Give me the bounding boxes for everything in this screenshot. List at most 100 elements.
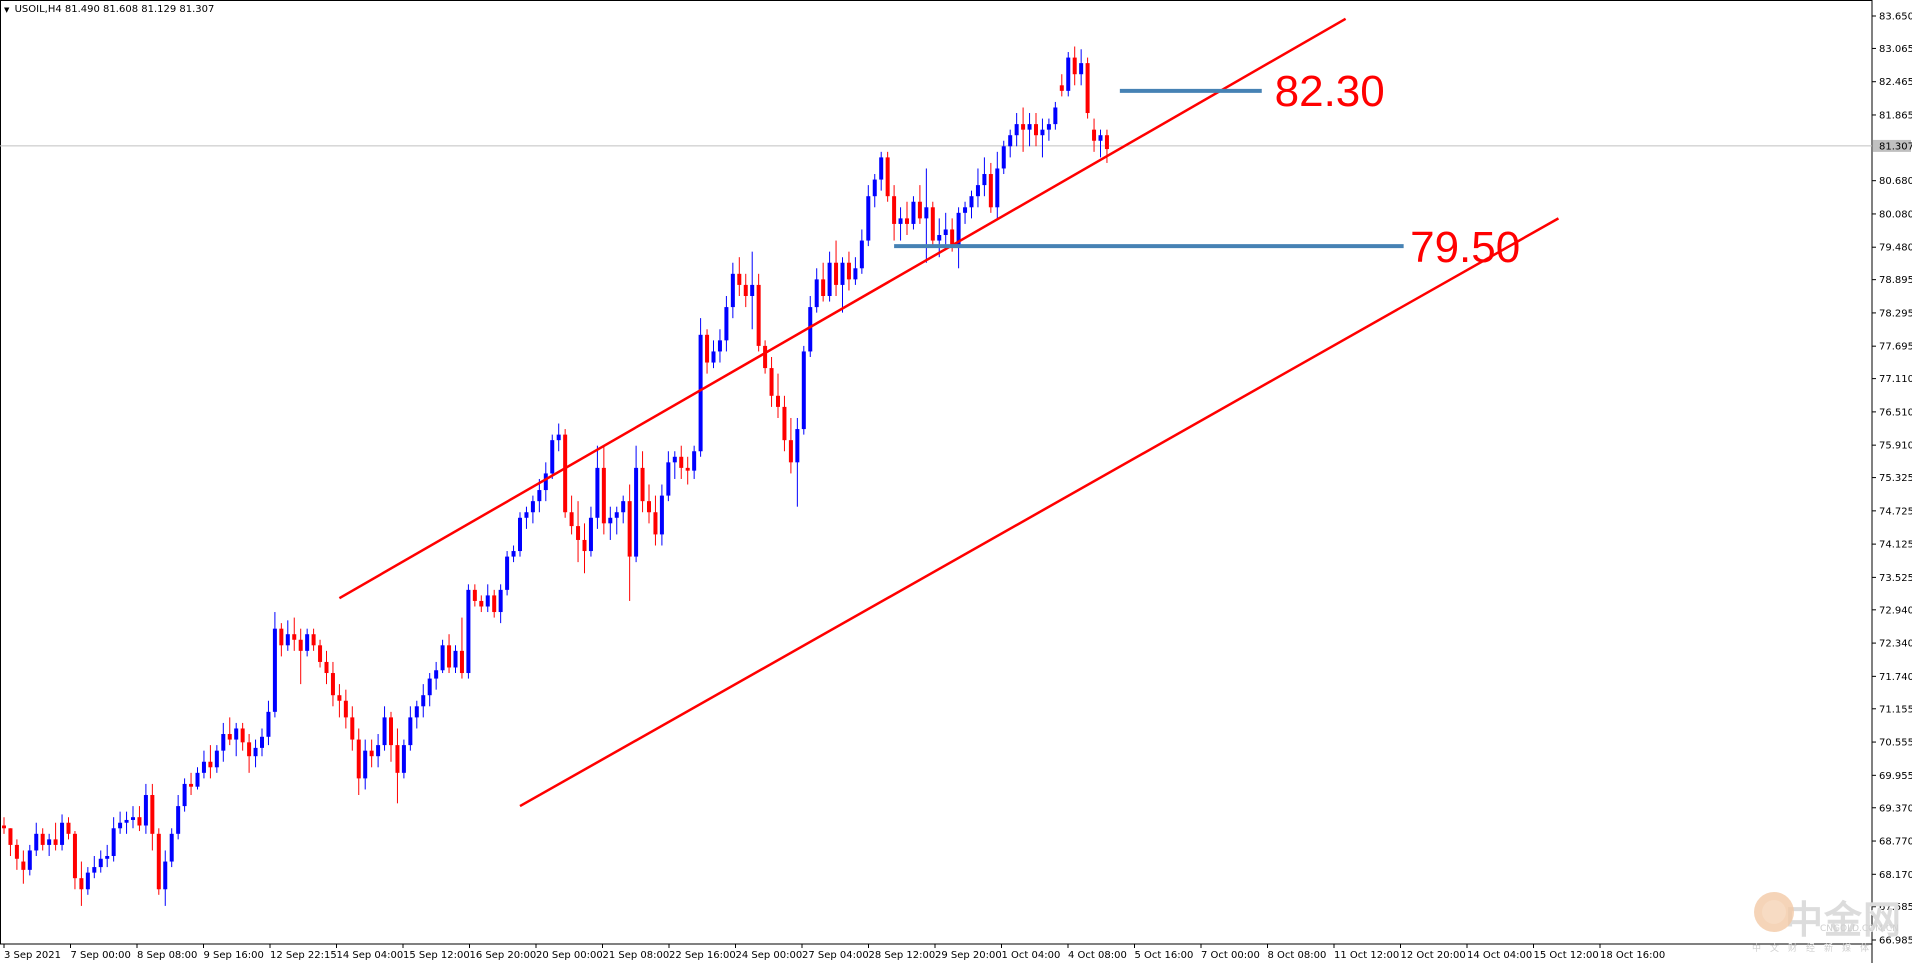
candle-body (356, 739, 361, 779)
candle-body (588, 517, 593, 552)
y-tick-label: 67.585 (1879, 902, 1912, 913)
candle-body (1092, 129, 1097, 141)
candle-body (2, 825, 6, 829)
candle-body (1001, 146, 1006, 169)
symbol-dropdown-icon[interactable]: ▼ (4, 6, 10, 14)
candle-body (840, 262, 845, 285)
y-tick-label: 74.125 (1879, 540, 1912, 551)
candle-body (995, 168, 1000, 208)
candle-body (176, 806, 181, 834)
candle-body (963, 207, 968, 213)
y-tick-label: 78.895 (1879, 275, 1912, 286)
candle-body (21, 861, 26, 870)
candle-body (614, 512, 619, 518)
candle-body (247, 742, 252, 757)
candle-body (324, 661, 329, 674)
candle-body (466, 589, 471, 674)
candle-body (240, 728, 245, 743)
candle-body (60, 822, 65, 845)
y-tick-label: 71.155 (1879, 704, 1912, 715)
candle-body (472, 589, 477, 601)
candle-body (1008, 135, 1013, 147)
candle-body (350, 717, 355, 740)
candle-body (408, 717, 413, 746)
candle-body (518, 517, 522, 552)
candle-body (414, 706, 419, 718)
x-tick-label: 24 Sep 00:00 (736, 950, 803, 961)
candle-body (846, 262, 851, 280)
candle-body (943, 229, 948, 236)
candle-body (879, 157, 884, 180)
y-tick-label: 71.740 (1879, 672, 1912, 683)
candle-body (705, 334, 710, 363)
x-tick-label: 20 Sep 00:00 (536, 950, 603, 961)
candle-body (363, 750, 368, 779)
candle-body (1066, 57, 1071, 91)
candle-body (937, 235, 942, 241)
candle-body (47, 839, 52, 845)
candle-body (543, 473, 548, 491)
candle-body (569, 512, 574, 527)
candle-body (382, 717, 387, 746)
x-tick-label: 14 Sep 04:00 (337, 950, 404, 961)
symbol-label: USOIL,H4 (14, 4, 62, 15)
candle-body (505, 556, 510, 590)
candle-body (498, 589, 503, 613)
candle-body (988, 174, 993, 208)
candle-body (272, 628, 277, 712)
channel-upper-line (338, 17, 1347, 600)
candle-body (666, 462, 671, 496)
candle-body (292, 634, 297, 640)
candle-body (79, 878, 84, 890)
candle-body (421, 695, 426, 707)
candle-body (808, 307, 813, 352)
candle-body (14, 844, 19, 859)
x-tick-label: 29 Sep 20:00 (935, 950, 1002, 961)
candles (2, 46, 1109, 906)
candle-body (163, 861, 168, 890)
x-tick-label: 27 Sep 04:00 (802, 950, 869, 961)
watermark-subtitle: 中文财经新媒体 (1752, 944, 1879, 954)
candle-body (201, 761, 206, 773)
candle-body (1040, 129, 1045, 136)
candle-body (279, 628, 284, 646)
x-tick-label: 14 Oct 04:00 (1467, 950, 1532, 961)
candle-body (459, 650, 464, 674)
watermark-domain: CNGOLD.COM.CN (1820, 924, 1899, 934)
candle-body (679, 456, 684, 468)
candle-body (511, 551, 516, 557)
chart-header: ▼ USOIL,H4 81.490 81.608 81.129 81.307 (4, 4, 214, 15)
y-tick-label: 77.110 (1879, 374, 1912, 385)
candle-body (795, 429, 800, 463)
candle-body (221, 734, 226, 751)
y-tick-label: 80.080 (1879, 209, 1912, 220)
y-tick-label: 83.065 (1879, 44, 1912, 55)
watermark-logo-text: 中金网 (1785, 898, 1903, 942)
candle-body (1046, 124, 1051, 130)
watermark-coin-icon (1754, 892, 1794, 932)
candle-body (717, 340, 722, 352)
candle-body (1053, 107, 1058, 125)
candle-body (492, 595, 497, 613)
y-tick-label: 68.170 (1879, 870, 1912, 881)
candle-body (8, 828, 13, 845)
x-tick-label: 3 Sep 2021 (4, 950, 61, 961)
candle-body (131, 817, 135, 820)
candle-body (447, 645, 452, 668)
y-tick-label: 83.650 (1879, 12, 1912, 23)
y-axis: 83.650 83.065 82.465 81.865 81.307 80.680 80.0… (1872, 12, 1912, 947)
candle-body (105, 856, 110, 859)
candle-body (956, 212, 961, 247)
candle-body (53, 839, 58, 845)
candle-body (453, 650, 458, 668)
candle-body (724, 307, 729, 341)
candle-body (930, 207, 935, 241)
candle-body (189, 783, 194, 787)
candle-body (885, 157, 890, 197)
candle-body (866, 196, 871, 241)
candle-body (950, 229, 955, 247)
candle-body (634, 467, 639, 557)
candle-body (1059, 85, 1064, 91)
x-tick-label: 22 Sep 16:00 (669, 950, 736, 961)
